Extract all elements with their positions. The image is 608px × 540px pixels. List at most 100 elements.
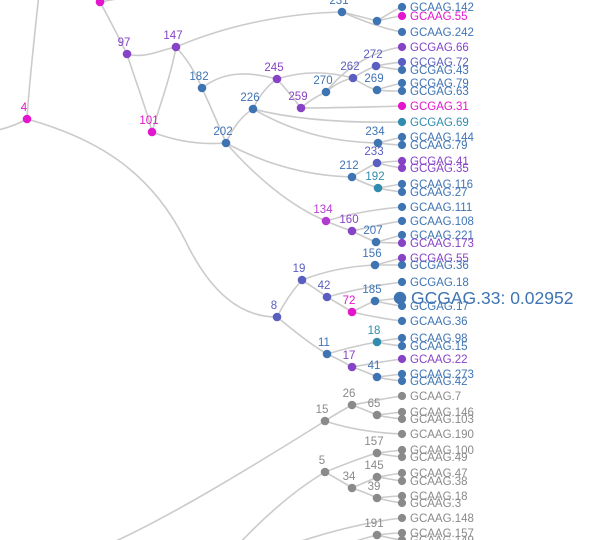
leaf-label-GCAAG.49[interactable]: GCAAG.49	[410, 452, 468, 464]
internal-node-157[interactable]	[372, 448, 382, 458]
leaf-dot-GCAAG.22[interactable]	[397, 354, 407, 364]
leaf-dot-GCAAG.149[interactable]	[397, 535, 407, 540]
internal-node-202[interactable]	[221, 138, 231, 148]
leaf-label-GCGAG.66[interactable]: GCGAG.66	[410, 42, 469, 54]
internal-node-226[interactable]	[248, 104, 258, 114]
leaf-label-GCAAG.15[interactable]: GCAAG.15	[410, 341, 468, 353]
internal-node-147[interactable]	[171, 42, 181, 52]
leaf-label-GCAAG.79[interactable]: GCAAG.79	[410, 140, 468, 152]
leaf-dot-GCAAG.242[interactable]	[397, 27, 407, 37]
leaf-label-GCGAG.63[interactable]: GCGAG.63	[410, 86, 469, 98]
leaf-dot-GCAAG.103[interactable]	[397, 414, 407, 424]
leaf-label-GCAAG.55[interactable]: GCAAG.55	[410, 11, 468, 23]
internal-node-207[interactable]	[371, 237, 381, 247]
leaf-label-GCAAG.116[interactable]: GCAAG.116	[410, 179, 473, 191]
leaf-label-GCAAG.18[interactable]: GCAAG.18	[410, 491, 468, 503]
leaf-dot-GCAAG.3[interactable]	[397, 498, 407, 508]
leaf-dot-GCGAG.72[interactable]	[397, 57, 407, 67]
leaf-label-GCAAG.47[interactable]: GCAAG.47	[410, 468, 468, 480]
leaf-label-GCAAG.157[interactable]: GCAAG.157	[410, 528, 474, 540]
leaf-label-GCAAG.36[interactable]: GCAAG.36	[410, 316, 468, 328]
leaf-dot-GCGAG.55[interactable]	[397, 253, 407, 263]
leaf-label-GCGAG.55[interactable]: GCGAG.55	[410, 253, 469, 265]
leaf-dot-GCGAG.69[interactable]	[397, 117, 407, 127]
leaf-dot-GCAAG.47[interactable]	[397, 468, 407, 478]
internal-node-4[interactable]	[22, 114, 32, 124]
leaf-label-GCAAG.273[interactable]: GCAAG.273	[410, 369, 474, 381]
internal-node-41[interactable]	[372, 372, 382, 382]
internal-node-5[interactable]	[320, 467, 330, 477]
internal-node-65[interactable]	[372, 410, 382, 420]
internal-node-15[interactable]	[320, 416, 330, 426]
leaf-dot-GCAAG.15[interactable]	[397, 341, 407, 351]
leaf-dot-GCGAG.79[interactable]	[397, 78, 407, 88]
internal-node-42[interactable]	[322, 292, 332, 302]
leaf-label-GCGAG.36[interactable]: GCGAG.36	[410, 260, 469, 272]
leaf-label-GCAAG.103[interactable]: GCAAG.103	[410, 414, 474, 426]
leaf-label-GCAAG.108[interactable]: GCAAG.108	[410, 216, 474, 228]
internal-node-134[interactable]	[321, 216, 331, 226]
leaf-dot-GCAAG.116[interactable]	[397, 179, 407, 189]
leaf-dot-GCGAG.66[interactable]	[397, 42, 407, 52]
leaf-dot-GCAAG.157[interactable]	[397, 528, 407, 538]
internal-node-156[interactable]	[370, 260, 380, 270]
leaf-dot-GCGAG.63[interactable]	[397, 86, 407, 96]
leaf-dot-GCAAG.142[interactable]	[397, 2, 407, 12]
internal-node-18[interactable]	[372, 337, 382, 347]
leaf-label-GCAAG.111[interactable]: GCAAG.111	[410, 202, 472, 214]
leaf-label-GCAAG.148[interactable]: GCAAG.148	[410, 513, 474, 525]
leaf-label-GCAAG.100[interactable]: GCAAG.100	[410, 445, 474, 457]
internal-node-231[interactable]	[337, 7, 347, 17]
internal-node-212[interactable]	[347, 172, 357, 182]
internal-node-8[interactable]	[272, 312, 282, 322]
leaf-dot-GCAAG.98[interactable]	[397, 333, 407, 343]
internal-node-185[interactable]	[370, 296, 380, 306]
highlighted-leaf-label-GCGAG.33[interactable]: GCGAG.33: 0.02952	[411, 288, 573, 308]
leaf-label-GCAAG.98[interactable]: GCAAG.98	[410, 333, 468, 345]
leaf-dot-GCAAG.273[interactable]	[397, 369, 407, 379]
internal-node-top[interactable]	[95, 0, 105, 7]
leaf-dot-GCAAG.108[interactable]	[397, 216, 407, 226]
internal-node-233[interactable]	[372, 158, 382, 168]
internal-node-101[interactable]	[147, 127, 157, 137]
internal-node-160[interactable]	[347, 226, 357, 236]
internal-node-97[interactable]	[122, 49, 132, 59]
internal-node-272[interactable]	[371, 61, 381, 71]
leaf-dot-GCAAG.146[interactable]	[397, 407, 407, 417]
leaf-dot-GCGAG.43[interactable]	[397, 65, 407, 75]
leaf-label-GCGAG.18[interactable]: GCGAG.18	[410, 277, 469, 289]
leaf-label-GCGAG.41[interactable]: GCGAG.41	[410, 156, 469, 168]
leaf-dot-GCAAG.148[interactable]	[397, 513, 407, 523]
internal-node-26[interactable]	[347, 400, 357, 410]
internal-node-pair231[interactable]	[372, 16, 382, 26]
leaf-label-GCAAG.3[interactable]: GCAAG.3	[410, 498, 461, 510]
leaf-dot-GCGAG.18[interactable]	[397, 277, 407, 287]
leaf-dot-GCAAG.49[interactable]	[397, 452, 407, 462]
leaf-dot-GCAAG.38[interactable]	[397, 476, 407, 486]
leaf-label-GCGAG.43[interactable]: GCGAG.43	[410, 65, 469, 77]
leaf-dot-GCAAG.221[interactable]	[397, 230, 407, 240]
leaf-label-GCAAG.42[interactable]: GCAAG.42	[410, 376, 468, 388]
leaf-label-GCAAG.142[interactable]: GCAAG.142	[410, 2, 474, 14]
internal-node-145[interactable]	[372, 472, 382, 482]
internal-node-11[interactable]	[322, 349, 332, 359]
internal-node-192[interactable]	[373, 183, 383, 193]
internal-node-259[interactable]	[296, 103, 306, 113]
leaf-label-GCGAG.79[interactable]: GCGAG.79	[410, 78, 469, 90]
leaf-dot-GCAAG.36[interactable]	[397, 316, 407, 326]
leaf-dot-GCAAG.79[interactable]	[397, 140, 407, 150]
leaf-dot-GCAAG.190[interactable]	[397, 429, 407, 439]
internal-node-269[interactable]	[372, 85, 382, 95]
leaf-label-GCGAG.17[interactable]: GCGAG.17	[410, 301, 469, 313]
leaf-dot-GCAAG.27[interactable]	[397, 187, 407, 197]
internal-node-39[interactable]	[372, 493, 382, 503]
leaf-label-GCAAG.173[interactable]: GCAAG.173	[410, 238, 474, 250]
leaf-dot-GCAAG.42[interactable]	[397, 376, 407, 386]
internal-node-191[interactable]	[372, 530, 382, 540]
internal-node-270[interactable]	[321, 87, 331, 97]
leaf-label-GCGAG.31[interactable]: GCGAG.31	[410, 101, 469, 113]
internal-node-245[interactable]	[272, 74, 282, 84]
leaf-label-GCAAG.146[interactable]: GCAAG.146	[410, 407, 474, 419]
leaf-label-GCAAG.144[interactable]: GCAAG.144	[410, 132, 475, 144]
leaf-label-GCGAG.35[interactable]: GCGAG.35	[410, 163, 469, 175]
